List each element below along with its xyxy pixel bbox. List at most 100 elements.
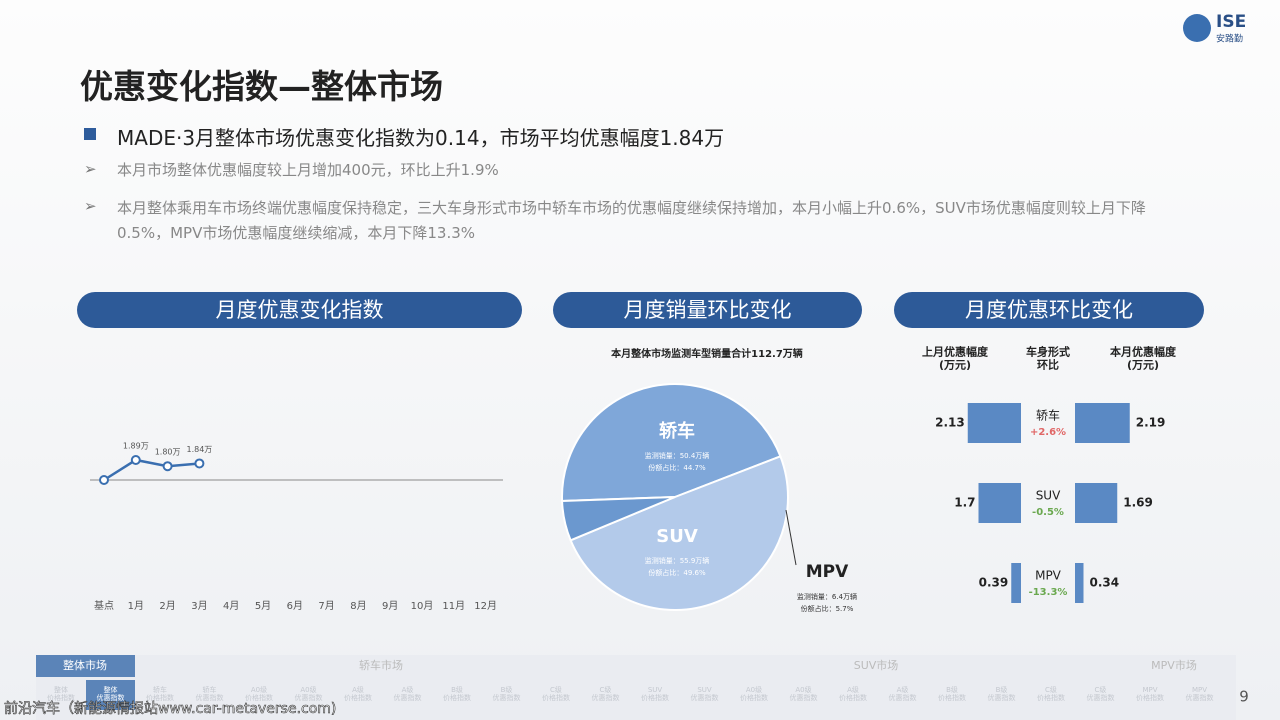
nav-tab-active bbox=[36, 655, 135, 677]
nav-tab: SUV市场 bbox=[854, 658, 899, 672]
value-label: 1.84万 bbox=[186, 445, 212, 454]
panel-title: 月度优惠环比变化 bbox=[965, 298, 1133, 322]
nav-item: C级优惠指数 bbox=[592, 685, 620, 702]
watermark: 前沿汽车（新能源情报站www.car-metaverse.com) bbox=[4, 700, 336, 717]
x-tick-label: 1月 bbox=[128, 600, 144, 612]
value-label: 2.13 bbox=[935, 416, 965, 430]
x-tick-label: 7月 bbox=[318, 600, 334, 612]
nav-tab: 轿车市场 bbox=[359, 658, 403, 672]
slice-share: 份额占比：49.6% bbox=[648, 568, 706, 577]
line bbox=[103, 458, 200, 482]
logo-name: 安路勤 bbox=[1216, 33, 1243, 45]
bar bbox=[1011, 563, 1021, 603]
nav-item: 整体优惠指数 bbox=[97, 685, 125, 702]
x-tick-label: 12月 bbox=[474, 600, 497, 612]
value-label: 2.19 bbox=[1136, 416, 1166, 430]
value-label: 1.7 bbox=[954, 496, 975, 510]
nav-item: B级优惠指数 bbox=[988, 685, 1016, 702]
nav-item: C级优惠指数 bbox=[1087, 685, 1115, 702]
nav-item: C级价格指数 bbox=[542, 685, 570, 702]
nav-item: B级价格指数 bbox=[938, 685, 966, 702]
nav-item: SUV 优惠指数 bbox=[691, 686, 719, 702]
nav-item: SUV 价格指数 bbox=[641, 686, 669, 702]
nav-item: A0级优惠指数 bbox=[790, 685, 818, 702]
column-header: 上月优惠幅度(万元) bbox=[922, 344, 989, 371]
x-tick-label: 2月 bbox=[159, 600, 175, 612]
page-number: 9 bbox=[1239, 688, 1249, 706]
x-tick-label: 10月 bbox=[411, 600, 434, 612]
nav-bar bbox=[36, 655, 1236, 720]
slice-share: 份额占比：44.7% bbox=[648, 463, 706, 472]
panel-title: 月度优惠变化指数 bbox=[216, 298, 384, 322]
bar bbox=[978, 483, 1021, 523]
nav-item: A0级优惠指数 bbox=[295, 685, 323, 702]
change-label: -13.3% bbox=[1029, 587, 1068, 598]
bullet-arrow: ➢ bbox=[84, 197, 97, 215]
value-label: 1.89万 bbox=[123, 442, 149, 451]
nav-item: 轿车优惠指数 bbox=[196, 685, 224, 702]
nav-item: B级优惠指数 bbox=[493, 685, 521, 702]
nav-item: A级优惠指数 bbox=[889, 685, 917, 702]
nav-item: 整体价格指数 bbox=[47, 685, 75, 702]
panel-title: 月度销量环比变化 bbox=[624, 298, 792, 322]
x-tick-label: 11月 bbox=[442, 600, 465, 612]
x-tick-label: 3月 bbox=[191, 600, 207, 612]
nav-item: A0级价格指数 bbox=[245, 685, 273, 702]
point bbox=[130, 455, 141, 465]
headline: MADE·3月整体市场优惠变化指数为0.14，市场平均优惠幅度1.84万 bbox=[117, 126, 725, 150]
bar bbox=[1075, 483, 1118, 523]
slice-share: 份额占比：5.7% bbox=[801, 604, 854, 613]
value-label: 0.39 bbox=[979, 576, 1009, 590]
logo-mark bbox=[1183, 14, 1211, 42]
logo-text: ISE bbox=[1216, 12, 1246, 32]
x-tick-label: 5月 bbox=[255, 600, 271, 612]
slice-name: 轿车 bbox=[659, 420, 695, 442]
point bbox=[162, 461, 173, 472]
nav-item: MPV 优惠指数 bbox=[1186, 686, 1214, 702]
point bbox=[194, 458, 205, 469]
nav-item: A级价格指数 bbox=[839, 685, 867, 702]
bar bbox=[1075, 403, 1130, 443]
bar bbox=[1075, 563, 1084, 603]
nav-item: MPV 价格指数 bbox=[1136, 686, 1164, 702]
bullet-arrow: ➢ bbox=[84, 160, 97, 178]
x-tick-label: 4月 bbox=[223, 600, 239, 612]
pie-slice bbox=[561, 496, 676, 542]
slice-sales: 监测销量：6.4万辆 bbox=[797, 592, 857, 601]
nav-item: C级价格指数 bbox=[1037, 685, 1065, 702]
slice-name: MPV bbox=[806, 562, 849, 582]
bullet-square bbox=[84, 128, 96, 140]
column-header: 本月优惠幅度(万元) bbox=[1110, 344, 1177, 371]
point: 本月市场整体优惠幅度较上月增加400元，环比上升1.9% bbox=[117, 161, 499, 179]
change-label: +2.6% bbox=[1030, 427, 1066, 438]
x-tick-label: 9月 bbox=[382, 600, 398, 612]
pie-title: 本月整体市场监测车型销量合计112.7万辆 bbox=[611, 347, 803, 360]
title: 优惠变化指数—整体市场 bbox=[80, 67, 443, 106]
slice-sales: 监测销量：55.9万辆 bbox=[645, 556, 710, 565]
slice-sales: 监测销量：50.4万辆 bbox=[645, 451, 710, 460]
pie-slice bbox=[569, 455, 789, 611]
category-label: MPV bbox=[1035, 569, 1062, 583]
value-label: 1.69 bbox=[1123, 496, 1153, 510]
nav-item-active bbox=[86, 680, 135, 710]
nav-item: A0级价格指数 bbox=[740, 685, 768, 702]
value-label: 0.34 bbox=[1090, 576, 1120, 590]
leader-line bbox=[785, 509, 797, 566]
nav-tab: MPV市场 bbox=[1151, 658, 1197, 672]
x-tick-label: 8月 bbox=[350, 600, 366, 612]
panel-header bbox=[894, 292, 1204, 328]
category-label: SUV bbox=[1036, 489, 1061, 503]
nav-item: A级价格指数 bbox=[344, 685, 372, 702]
panel-header bbox=[553, 292, 862, 328]
slice-name: SUV bbox=[656, 526, 698, 547]
nav-item: B级价格指数 bbox=[443, 685, 471, 702]
nav-tab: 整体市场 bbox=[63, 658, 107, 672]
category-label: 轿车 bbox=[1036, 408, 1060, 423]
nav-item: A级优惠指数 bbox=[394, 685, 422, 702]
point bbox=[99, 475, 109, 485]
point: 本月整体乘用车市场终端优惠幅度保持稳定，三大车身形式市场中轿车市场的优惠幅度继续… bbox=[117, 199, 1146, 242]
nav-item: 轿车价格指数 bbox=[146, 685, 174, 702]
pie-slice bbox=[561, 383, 782, 502]
